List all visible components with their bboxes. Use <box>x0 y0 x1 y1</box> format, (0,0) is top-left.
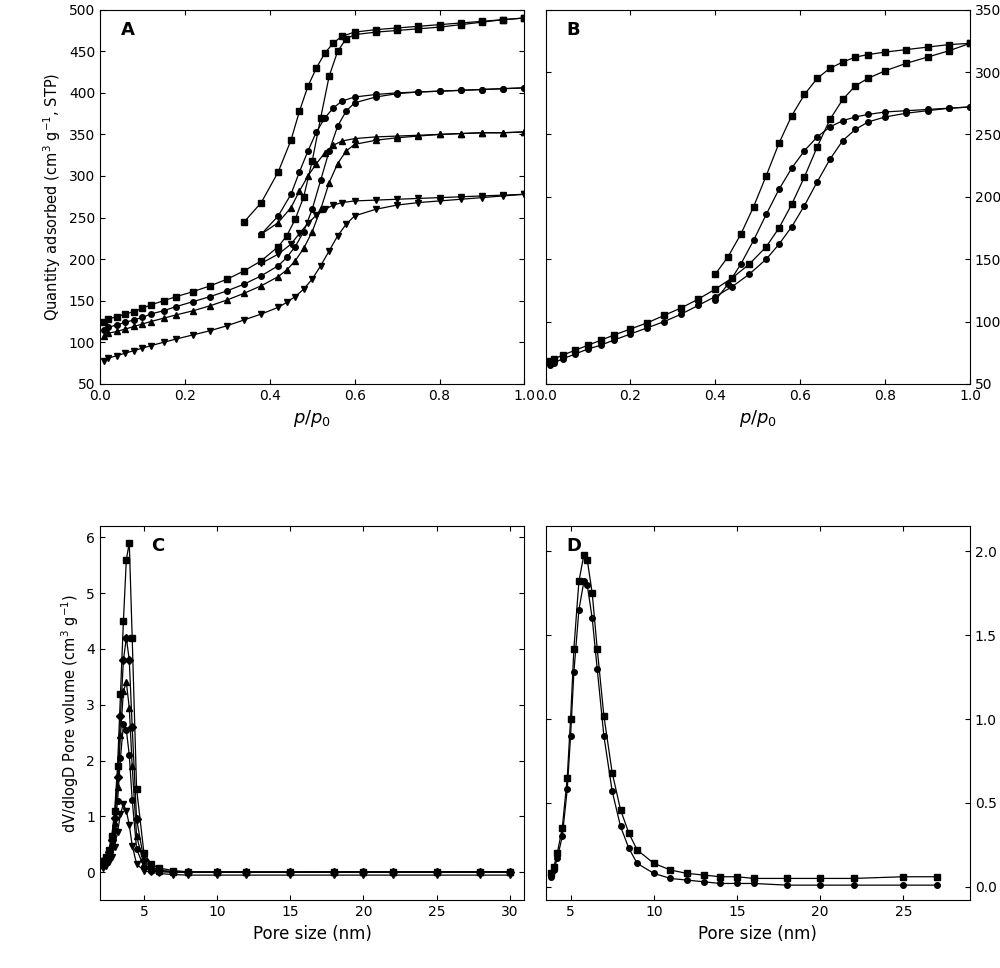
X-axis label: Pore size (nm): Pore size (nm) <box>698 924 817 943</box>
Text: C: C <box>151 537 164 556</box>
Y-axis label: Quantity adsorbed (cm$^{3}$ g$^{-1}$, STP): Quantity adsorbed (cm$^{3}$ g$^{-1}$, ST… <box>42 73 63 321</box>
Text: D: D <box>567 537 582 556</box>
X-axis label: $p/p_{0}$: $p/p_{0}$ <box>739 408 777 429</box>
X-axis label: $p/p_{0}$: $p/p_{0}$ <box>293 408 331 429</box>
Text: B: B <box>567 21 580 39</box>
X-axis label: Pore size (nm): Pore size (nm) <box>253 924 372 943</box>
Y-axis label: dV/dlogD Pore volume (cm$^{3}$ g$^{-1}$): dV/dlogD Pore volume (cm$^{3}$ g$^{-1}$) <box>59 593 81 832</box>
Text: A: A <box>121 21 135 39</box>
